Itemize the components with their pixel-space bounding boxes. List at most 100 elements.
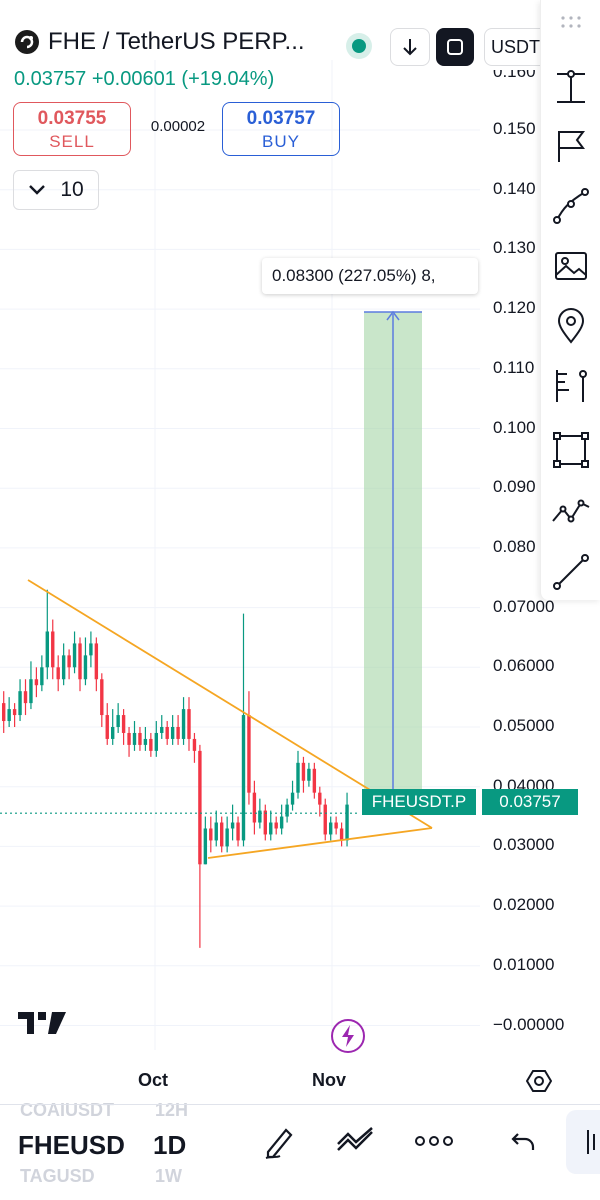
measure-label: 0.08300 (227.05%) 8, <box>262 258 478 294</box>
download-button[interactable] <box>390 28 430 66</box>
line-tool[interactable] <box>549 550 593 594</box>
candle-body <box>61 655 66 680</box>
ruler-tool[interactable] <box>549 66 593 110</box>
undo-button[interactable] <box>510 1128 536 1159</box>
symbol-price-tag: FHEUSDT.P <box>362 789 476 815</box>
price-axis-label: 0.03000 <box>493 835 555 855</box>
path-icon <box>553 188 589 224</box>
last-price: 0.03757 <box>14 68 87 90</box>
handle-icon <box>587 1130 595 1154</box>
price-axis-label: 0.150 <box>493 119 536 138</box>
candle-body <box>230 822 235 829</box>
candle-body <box>192 738 197 751</box>
time-label-oct: Oct <box>138 1070 169 1090</box>
toolbar-grip[interactable] <box>549 0 593 44</box>
symbol-wheel-current[interactable]: FHEUSD <box>18 1130 125 1160</box>
candle-body <box>334 822 338 829</box>
symbol-wheel-next[interactable]: TAGUSD <box>20 1166 95 1186</box>
candle-body <box>176 727 180 739</box>
candle-body <box>111 727 115 739</box>
currency-selector[interactable]: USDT <box>484 28 551 66</box>
candle-body <box>339 828 344 841</box>
candles <box>2 589 349 948</box>
candle-body <box>34 679 39 686</box>
candle-body <box>241 715 246 841</box>
measure-arrowhead <box>386 310 400 321</box>
candle-body <box>94 643 99 680</box>
candle-body <box>290 792 295 805</box>
candle-body <box>203 828 208 865</box>
price-axis-label: 0.130 <box>493 238 536 258</box>
chart-settings-button[interactable] <box>525 1068 553 1099</box>
interval-wheel-next[interactable]: 1W <box>155 1166 182 1186</box>
candle-body <box>247 715 251 793</box>
candle-body <box>7 709 11 722</box>
chevron-down-icon <box>29 185 46 195</box>
symbol-wheel-prev[interactable]: COAIUSDT <box>20 1100 114 1120</box>
fullscreen-button[interactable] <box>436 28 474 66</box>
sell-label: SELL <box>49 132 95 151</box>
flag-tool[interactable] <box>549 124 593 168</box>
quantity-selector[interactable]: 10 <box>13 170 99 210</box>
more-icon <box>415 1136 453 1146</box>
more-button[interactable] <box>414 1134 454 1153</box>
rectangle-tool[interactable] <box>549 428 593 472</box>
indicators-button[interactable] <box>336 1126 376 1161</box>
price-axis-label: 0.05000 <box>493 716 555 735</box>
ruler-icon <box>557 70 585 103</box>
interval-wheel-current[interactable]: 1D <box>153 1130 187 1160</box>
candle-body <box>23 691 28 704</box>
current-price-tag: 0.03757 <box>482 789 578 815</box>
candle-body <box>209 828 213 841</box>
pattern-icon <box>552 499 590 523</box>
pin-icon <box>557 308 585 344</box>
buy-button[interactable]: 0.03757 BUY <box>222 102 340 156</box>
candle-body <box>285 804 289 817</box>
arrow-down-icon <box>403 39 417 56</box>
fib-tool[interactable] <box>549 364 593 408</box>
candle-body <box>29 679 33 704</box>
pattern-tool[interactable] <box>549 490 593 534</box>
candle-body <box>121 715 126 733</box>
candle-body <box>56 667 60 680</box>
candle-body <box>132 732 137 745</box>
image-icon <box>555 252 587 280</box>
candle-body <box>12 709 17 716</box>
replay-button[interactable] <box>330 1018 366 1054</box>
symbol-header[interactable]: FHE / TetherUS PERP... <box>14 28 305 56</box>
price-axis-label: 0.06000 <box>493 656 555 676</box>
image-tool[interactable] <box>549 244 593 288</box>
sell-button[interactable]: 0.03755 SELL <box>13 102 131 156</box>
pin-tool[interactable] <box>549 304 593 348</box>
path-tool[interactable] <box>549 184 593 228</box>
price-axis-label: 0.100 <box>493 417 536 437</box>
chart-grid <box>0 60 480 1050</box>
candle-body <box>214 822 218 841</box>
price-axis-label: 0.02000 <box>493 895 555 915</box>
flag-icon <box>558 131 585 162</box>
candle-body <box>279 816 284 829</box>
candle-body <box>116 715 120 727</box>
candle-body <box>165 727 169 739</box>
candle-body <box>72 643 77 668</box>
rectangle-icon <box>553 432 589 468</box>
candle-body <box>100 679 104 716</box>
interval-wheel-prev[interactable]: 12H <box>155 1100 189 1120</box>
panel-handle[interactable] <box>566 1110 600 1174</box>
time-label-nov: Nov <box>312 1070 347 1090</box>
line-icon <box>553 554 589 590</box>
undo-icon <box>511 1133 535 1150</box>
price-change-line: 0.03757 +0.00601 (+19.04%) <box>14 68 274 91</box>
candle-body <box>307 768 311 781</box>
candle-body <box>274 822 278 829</box>
candle-body <box>220 822 224 847</box>
quantity-value: 10 <box>60 178 84 201</box>
candle-body <box>323 804 327 835</box>
descending-trendline <box>27 579 433 829</box>
market-status-button[interactable] <box>342 28 376 64</box>
candle-body <box>318 792 322 805</box>
candle-body <box>40 667 44 686</box>
symbol-title: FHE / TetherUS PERP... <box>48 28 305 55</box>
draw-button[interactable] <box>262 1124 298 1165</box>
